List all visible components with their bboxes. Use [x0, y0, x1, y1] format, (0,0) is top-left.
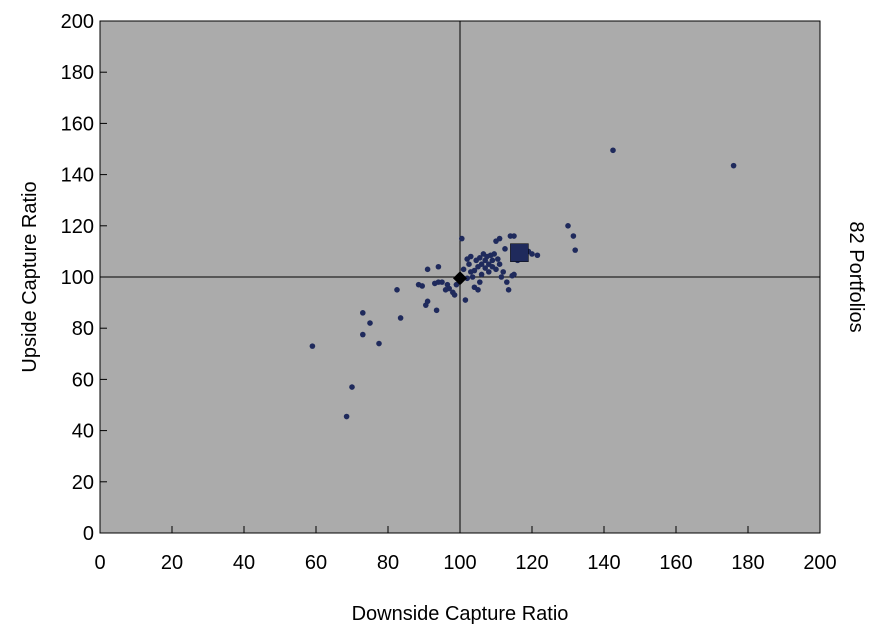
portfolio-point — [534, 252, 541, 259]
portfolio-point — [349, 384, 355, 390]
portfolio-point — [511, 233, 517, 239]
y-tick-label: 120 — [61, 216, 94, 238]
portfolio-point — [460, 266, 467, 273]
portfolio-point — [464, 275, 471, 282]
portfolio-point — [486, 269, 492, 275]
portfolio-point — [376, 340, 382, 347]
portfolio-count-label: 82 Portfolios — [845, 221, 867, 332]
portfolio-point — [610, 147, 616, 154]
portfolio-point — [478, 261, 485, 268]
y-tick-label: 140 — [61, 165, 94, 187]
y-axis-ticks: 0 20 40 60 80 100 120 140 160 180 200 — [61, 11, 107, 545]
portfolio-point — [500, 269, 507, 275]
portfolio-point — [466, 261, 472, 268]
x-axis-ticks: 0 20 40 60 80 100 120 140 160 180 200 — [94, 526, 837, 574]
x-tick-label: 200 — [803, 552, 836, 574]
portfolio-point — [439, 279, 445, 285]
y-axis-title: Upside Capture Ratio — [19, 181, 41, 372]
portfolio-point — [572, 247, 578, 253]
portfolio-point — [471, 267, 478, 274]
y-tick-label: 80 — [72, 318, 94, 340]
portfolio-point — [442, 287, 449, 293]
portfolio-point — [498, 274, 505, 280]
x-tick-label: 120 — [515, 552, 548, 574]
x-tick-label: 20 — [161, 552, 183, 574]
portfolio-point — [491, 251, 498, 257]
portfolio-point — [469, 274, 476, 280]
portfolio-point — [496, 235, 503, 242]
x-tick-label: 160 — [659, 552, 692, 574]
portfolio-point — [309, 343, 316, 349]
portfolio-point — [343, 413, 350, 420]
portfolio-point — [477, 254, 483, 261]
portfolio-point — [453, 281, 460, 288]
y-tick-label: 180 — [61, 62, 94, 84]
y-tick-label: 40 — [72, 421, 94, 443]
x-tick-label: 40 — [233, 552, 255, 574]
portfolio-point — [360, 310, 366, 316]
highlight-square-point — [510, 243, 529, 262]
x-axis-title: Downside Capture Ratio — [352, 603, 569, 625]
portfolio-point — [477, 279, 483, 285]
portfolio-point — [496, 261, 503, 268]
portfolio-point — [565, 223, 571, 229]
portfolio-point — [504, 279, 510, 285]
portfolio-point — [478, 271, 485, 278]
portfolio-point — [394, 287, 400, 293]
portfolio-point — [360, 331, 366, 338]
y-tick-label: 60 — [72, 369, 94, 391]
portfolio-point — [433, 307, 440, 314]
portfolio-point — [451, 292, 458, 298]
x-tick-label: 140 — [587, 552, 620, 574]
portfolio-point — [424, 298, 431, 305]
y-tick-label: 0 — [83, 523, 94, 545]
portfolio-point — [462, 297, 469, 303]
portfolio-point — [502, 246, 508, 252]
portfolio-point — [424, 266, 431, 273]
portfolio-point — [505, 287, 512, 293]
y-tick-label: 200 — [61, 11, 94, 33]
x-tick-label: 60 — [305, 552, 327, 574]
portfolio-point — [419, 283, 426, 289]
x-tick-label: 180 — [731, 552, 764, 574]
x-tick-label: 80 — [377, 552, 399, 574]
y-tick-label: 20 — [72, 472, 94, 494]
x-tick-label: 0 — [94, 552, 105, 574]
portfolio-point — [493, 266, 499, 273]
portfolio-point — [495, 256, 501, 262]
portfolio-point — [529, 251, 535, 257]
portfolio-point — [468, 253, 474, 260]
portfolio-point — [482, 265, 489, 271]
portfolio-point — [475, 287, 481, 293]
data-points — [309, 147, 737, 420]
portfolio-point — [397, 315, 404, 321]
portfolio-point — [730, 162, 737, 169]
y-tick-label: 160 — [61, 113, 94, 135]
benchmark-diamond-point — [453, 271, 467, 286]
portfolio-point — [459, 235, 465, 242]
portfolio-point — [489, 257, 496, 264]
portfolio-point — [367, 320, 373, 326]
portfolio-point — [511, 271, 517, 278]
y-tick-label: 100 — [61, 267, 94, 289]
portfolio-point — [570, 233, 577, 239]
portfolio-point — [435, 263, 442, 270]
x-tick-label: 100 — [443, 552, 476, 574]
